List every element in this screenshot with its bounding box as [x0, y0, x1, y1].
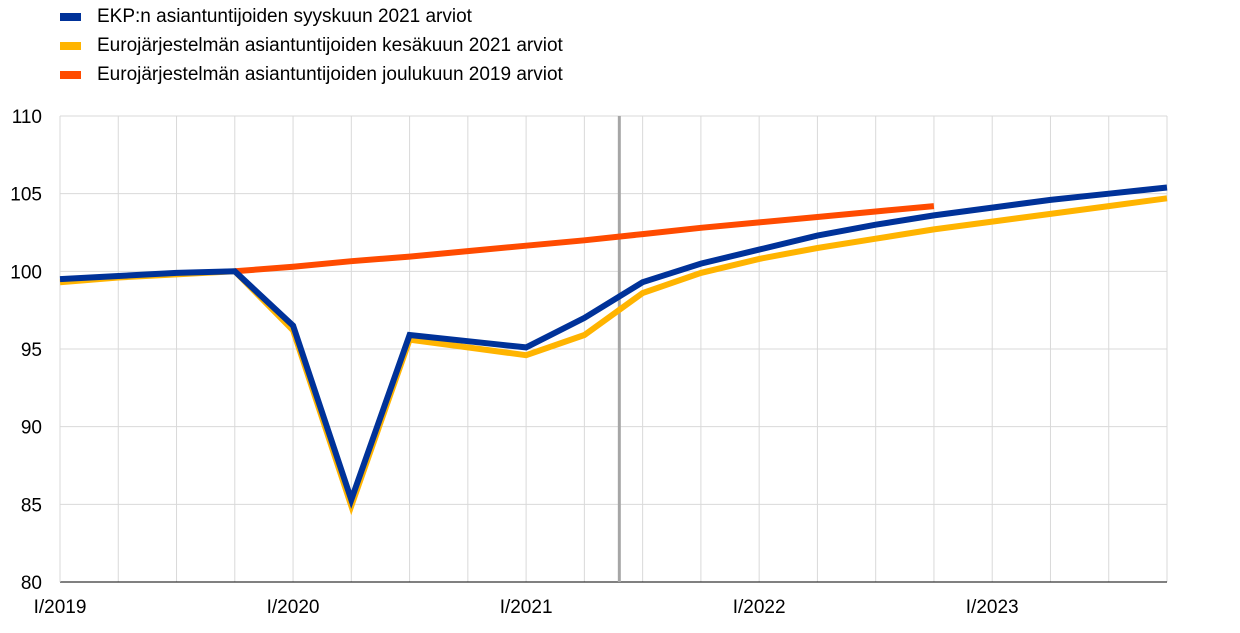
y-tick-label: 85	[21, 495, 42, 516]
legend-swatch	[60, 41, 81, 50]
chart-legend: EKP:n asiantuntijoiden syyskuun 2021 arv…	[60, 2, 563, 89]
legend-item-ecb-sep-2021: EKP:n asiantuntijoiden syyskuun 2021 arv…	[60, 2, 563, 31]
y-tick-label: 80	[21, 573, 42, 594]
series-line-0	[59, 195, 1168, 516]
x-tick-label: I/2020	[267, 597, 320, 618]
x-tick-label: I/2023	[966, 597, 1019, 618]
legend-swatch	[60, 12, 81, 21]
x-tick-label: I/2021	[500, 597, 553, 618]
y-tick-label: 100	[10, 262, 42, 283]
legend-label: Eurojärjestelmän asiantuntijoiden jouluk…	[97, 63, 563, 85]
y-tick-label: 110	[12, 107, 42, 128]
series-line-2	[59, 184, 1168, 509]
x-tick-label: I/2022	[733, 597, 786, 618]
legend-label: Eurojärjestelmän asiantuntijoiden kesäku…	[97, 34, 563, 56]
legend-swatch	[60, 70, 81, 79]
series-line-1	[234, 203, 935, 275]
legend-label: EKP:n asiantuntijoiden syyskuun 2021 arv…	[97, 5, 472, 27]
legend-item-eurosystem-jun-2021: Eurojärjestelmän asiantuntijoiden kesäku…	[60, 31, 563, 60]
y-tick-label: 105	[10, 185, 42, 206]
y-tick-label: 90	[21, 418, 42, 439]
y-tick-label: 95	[21, 340, 42, 361]
x-tick-label: I/2019	[34, 597, 87, 618]
legend-item-eurosystem-dec-2019: Eurojärjestelmän asiantuntijoiden jouluk…	[60, 60, 563, 89]
